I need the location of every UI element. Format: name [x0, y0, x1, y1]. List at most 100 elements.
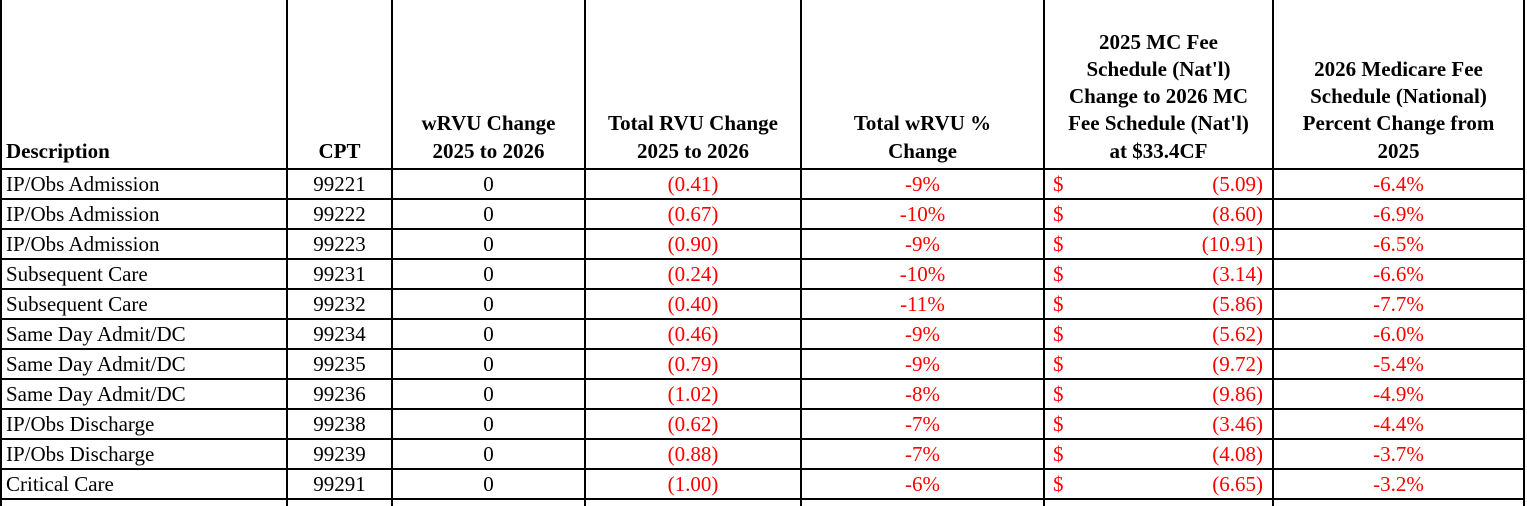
dollar-sign: $	[1053, 171, 1064, 196]
cell-total-rvu-change: (0.41)	[584, 168, 802, 200]
cell-cpt-code: 99232	[286, 288, 393, 320]
cell-description: IP/Obs Admission	[0, 228, 288, 260]
dollar-sign: $	[1053, 291, 1064, 316]
table-row: IP/Obs Admission 99223 0 (0.90) -9% $ (1…	[0, 228, 1525, 260]
cell-medicare-pct: -6.5%	[1272, 228, 1525, 260]
dollar-sign: $	[1053, 471, 1064, 496]
cell-medicare-pct: -7.7%	[1272, 288, 1525, 320]
cell-description: Subsequent Care	[0, 258, 288, 290]
header-row: Description CPT wRVU Change 2025 to 2026…	[0, 0, 1525, 170]
dollar-sign: $	[1053, 231, 1064, 256]
cell-medicare-pct: -5.4%	[1272, 348, 1525, 380]
empty-cell	[391, 498, 586, 506]
column-header-description: Description	[0, 0, 288, 170]
cell-wrvu-change: 0	[391, 468, 586, 500]
accounting-cell-layout: $ (5.86)	[1046, 291, 1271, 317]
cell-medicare-pct: -3.7%	[1272, 438, 1525, 470]
cell-total-wrvu-pct: -9%	[800, 168, 1045, 200]
cell-mc-fee-change: $ (5.09)	[1043, 168, 1274, 200]
table-row: Same Day Admit/DC 99234 0 (0.46) -9% $ (…	[0, 318, 1525, 350]
table-row: IP/Obs Discharge 99238 0 (0.62) -7% $ (3…	[0, 408, 1525, 440]
table-body-partial	[0, 498, 1525, 506]
column-header-wrvu-change: wRVU Change 2025 to 2026	[391, 0, 586, 170]
cell-cpt-code: 99231	[286, 258, 393, 290]
accounting-cell-layout: $ (3.14)	[1046, 262, 1271, 287]
column-header-cpt: CPT	[286, 0, 393, 170]
cell-total-wrvu-pct: -9%	[800, 228, 1045, 260]
cell-cpt-code: 99238	[286, 408, 393, 440]
cell-cpt-code: 99234	[286, 318, 393, 350]
accounting-cell-layout: $ (4.08)	[1046, 441, 1271, 467]
cell-total-rvu-change: (0.40)	[584, 288, 802, 320]
column-header-total-rvu-change: Total RVU Change 2025 to 2026	[584, 0, 802, 170]
cell-description: IP/Obs Discharge	[0, 438, 288, 470]
cell-wrvu-change: 0	[391, 348, 586, 380]
cell-total-wrvu-pct: -8%	[800, 378, 1045, 410]
fee-amount: (5.62)	[1212, 321, 1263, 346]
dollar-sign: $	[1053, 351, 1064, 376]
partial-bottom-row	[0, 498, 1525, 506]
cell-medicare-pct: -4.9%	[1272, 378, 1525, 410]
cell-wrvu-change: 0	[391, 228, 586, 260]
cell-description: Subsequent Care	[0, 288, 288, 320]
table-row: Same Day Admit/DC 99236 0 (1.02) -8% $ (…	[0, 378, 1525, 410]
accounting-cell-layout: $ (6.65)	[1046, 471, 1271, 497]
fee-amount: (10.91)	[1201, 231, 1263, 256]
cell-total-rvu-change: (0.79)	[584, 348, 802, 380]
accounting-cell-layout: $ (8.60)	[1046, 201, 1271, 227]
cell-total-rvu-change: (0.67)	[584, 198, 802, 230]
fee-amount: (5.09)	[1212, 171, 1263, 196]
cell-total-wrvu-pct: -10%	[800, 258, 1045, 290]
cell-cpt-code: 99222	[286, 198, 393, 230]
cell-mc-fee-change: $ (4.08)	[1043, 438, 1274, 470]
cell-medicare-pct: -4.4%	[1272, 408, 1525, 440]
empty-cell	[1272, 498, 1525, 506]
cell-wrvu-change: 0	[391, 288, 586, 320]
accounting-cell-layout: $ (3.46)	[1046, 411, 1271, 437]
cell-total-rvu-change: (0.90)	[584, 228, 802, 260]
cell-medicare-pct: -6.9%	[1272, 198, 1525, 230]
column-header-mc-fee-change: 2025 MC Fee Schedule (Nat'l) Change to 2…	[1043, 0, 1274, 170]
cell-wrvu-change: 0	[391, 438, 586, 470]
cell-wrvu-change: 0	[391, 258, 586, 290]
cell-cpt-code: 99239	[286, 438, 393, 470]
cell-total-rvu-change: (1.00)	[584, 468, 802, 500]
cell-description: Critical Care	[0, 468, 288, 500]
cell-total-wrvu-pct: -7%	[800, 438, 1045, 470]
cell-description: IP/Obs Discharge	[0, 408, 288, 440]
empty-cell	[286, 498, 393, 506]
fee-amount: (3.46)	[1212, 411, 1263, 436]
cell-description: Same Day Admit/DC	[0, 348, 288, 380]
cell-total-wrvu-pct: -6%	[800, 468, 1045, 500]
cell-mc-fee-change: $ (5.86)	[1043, 288, 1274, 320]
dollar-sign: $	[1053, 381, 1064, 406]
cell-total-rvu-change: (0.46)	[584, 318, 802, 350]
column-header-total-wrvu-pct: Total wRVU % Change	[800, 0, 1045, 170]
cell-medicare-pct: -6.0%	[1272, 318, 1525, 350]
cell-cpt-code: 99223	[286, 228, 393, 260]
table-row: Subsequent Care 99231 0 (0.24) -10% $ (3…	[0, 258, 1525, 290]
cell-mc-fee-change: $ (3.46)	[1043, 408, 1274, 440]
fee-amount: (6.65)	[1212, 471, 1263, 496]
empty-cell	[0, 498, 288, 506]
cell-total-rvu-change: (0.88)	[584, 438, 802, 470]
cell-mc-fee-change: $ (3.14)	[1043, 258, 1274, 290]
fee-amount: (8.60)	[1212, 201, 1263, 226]
cell-mc-fee-change: $ (10.91)	[1043, 228, 1274, 260]
cell-mc-fee-change: $ (5.62)	[1043, 318, 1274, 350]
cell-description: Same Day Admit/DC	[0, 318, 288, 350]
fee-amount: (4.08)	[1212, 441, 1263, 466]
cell-description: Same Day Admit/DC	[0, 378, 288, 410]
cell-total-rvu-change: (0.24)	[584, 258, 802, 290]
dollar-sign: $	[1053, 201, 1064, 226]
empty-cell	[584, 498, 802, 506]
cell-cpt-code: 99291	[286, 468, 393, 500]
cell-medicare-pct: -3.2%	[1272, 468, 1525, 500]
cell-wrvu-change: 0	[391, 168, 586, 200]
fee-amount: (5.86)	[1212, 291, 1263, 316]
cell-total-wrvu-pct: -7%	[800, 408, 1045, 440]
cell-cpt-code: 99221	[286, 168, 393, 200]
empty-cell	[1043, 498, 1274, 506]
